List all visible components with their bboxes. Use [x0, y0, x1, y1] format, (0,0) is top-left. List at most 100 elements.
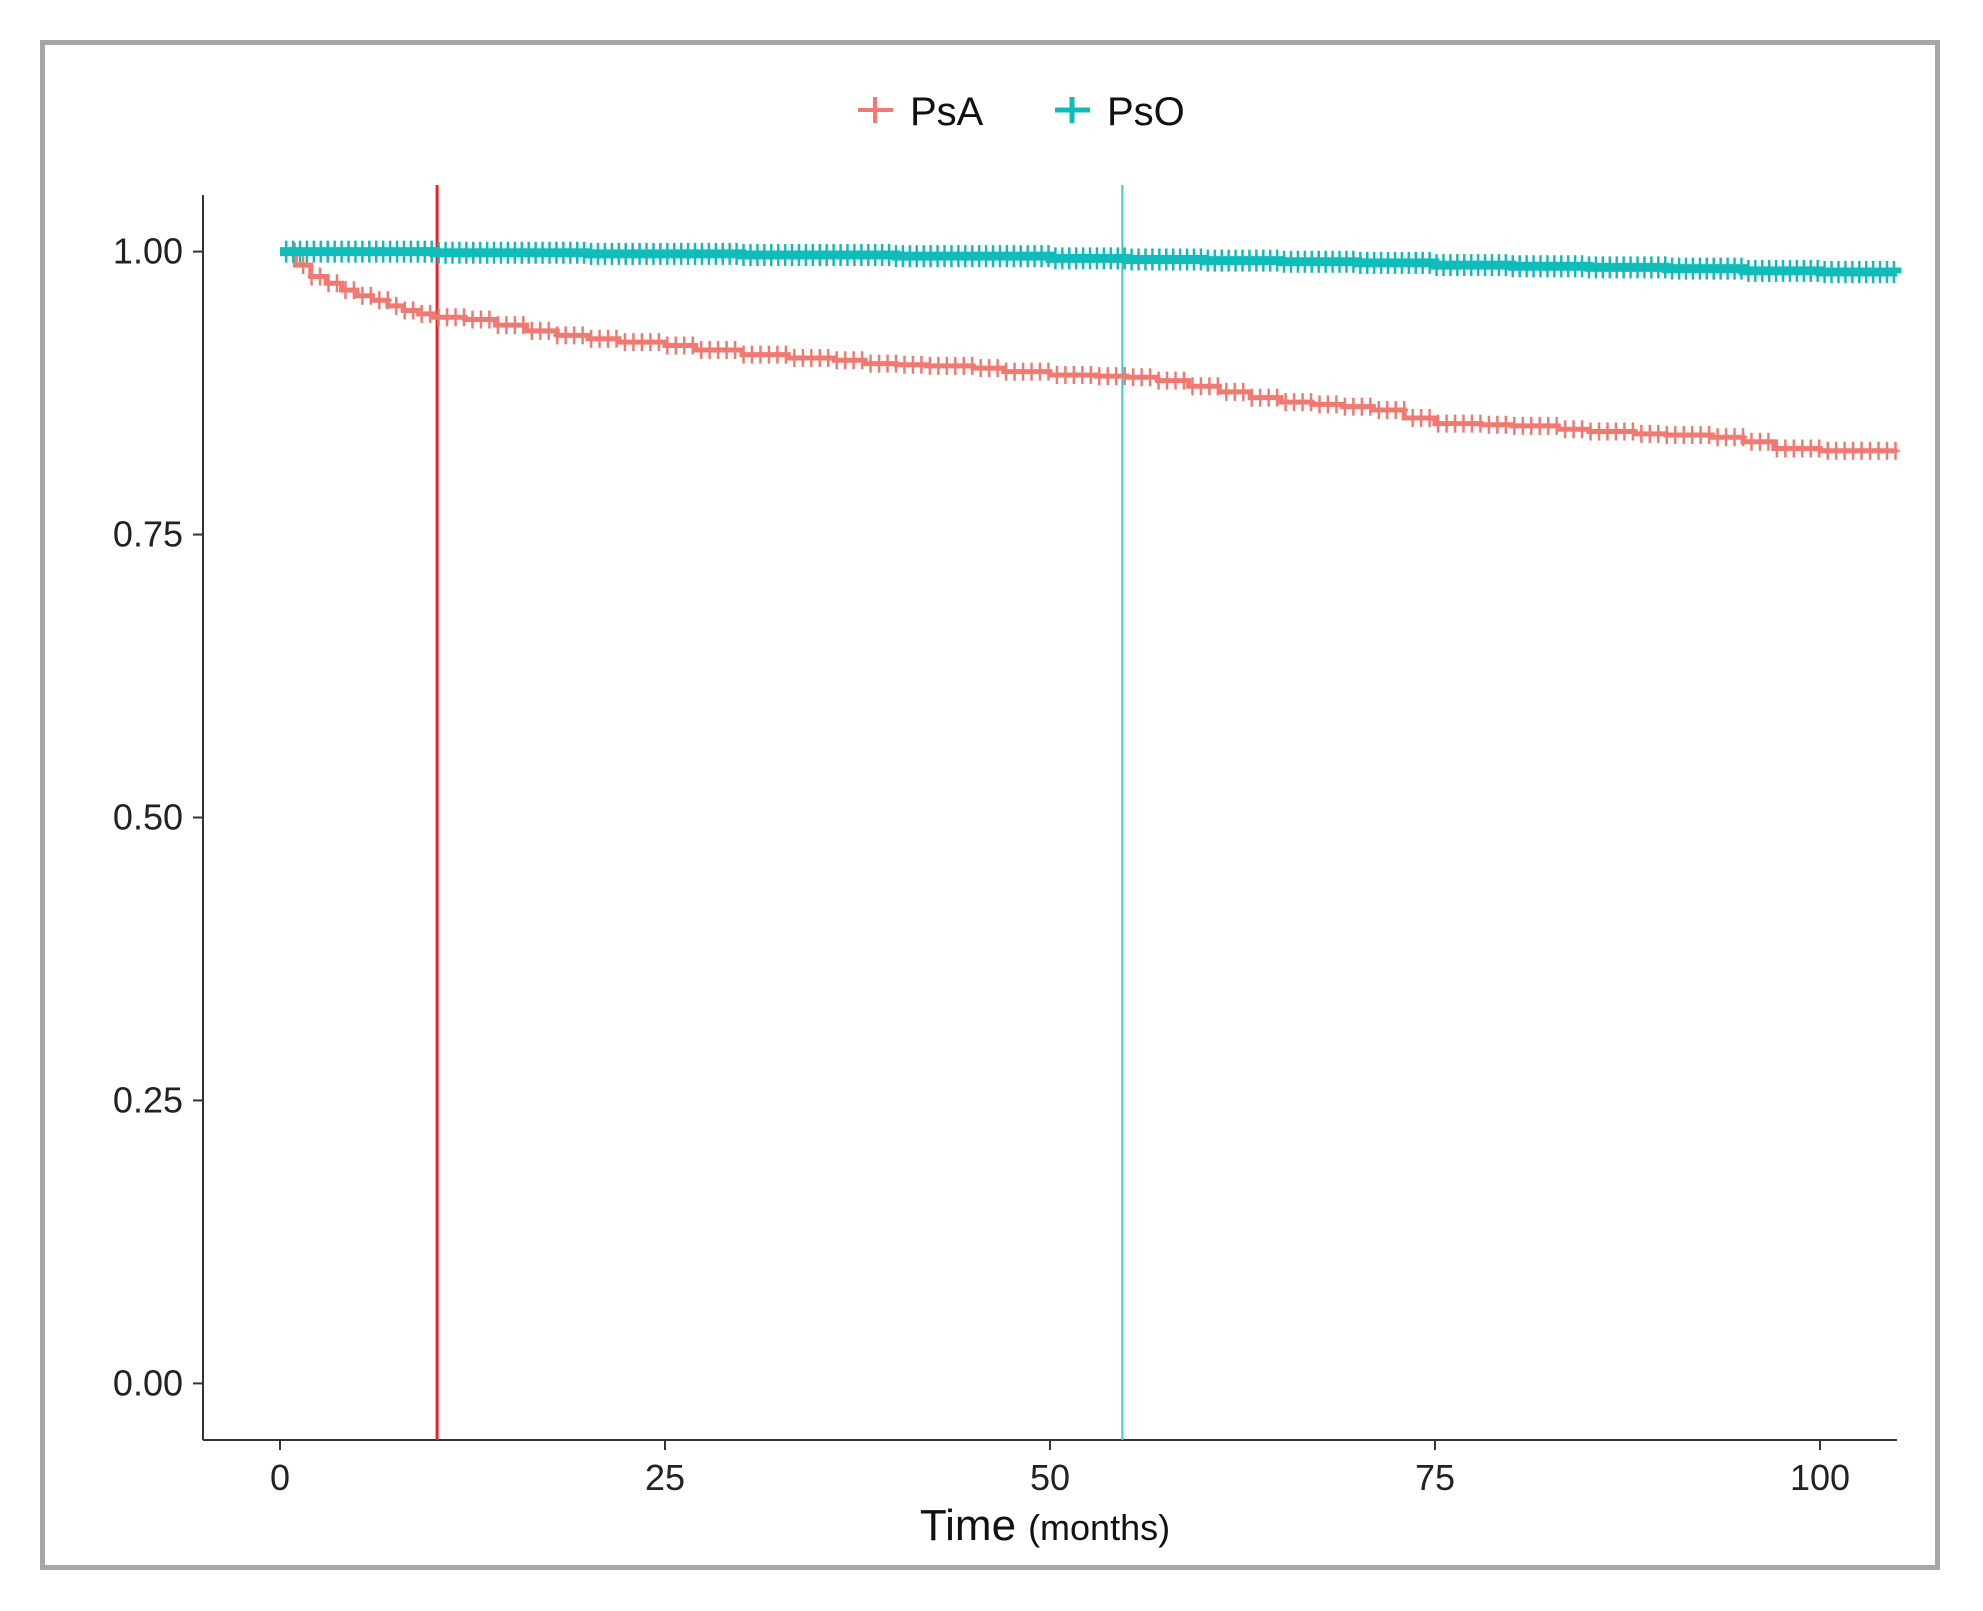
censor-mark-pso: [413, 240, 422, 263]
censor-mark-pso: [656, 242, 665, 265]
censor-mark-pso: [1245, 249, 1254, 272]
censor-mark-pso: [975, 245, 984, 268]
censor-mark-pso: [531, 241, 540, 264]
censor-mark-psa: [1010, 362, 1019, 381]
censor-mark-pso: [843, 243, 852, 266]
censor-mark-psa: [858, 351, 867, 370]
censor-mark-psa: [688, 336, 697, 355]
censor-mark-pso: [718, 242, 727, 265]
censor-mark-pso: [663, 242, 672, 265]
censor-mark-pso: [1612, 256, 1621, 279]
censor-mark-psa: [1552, 416, 1561, 435]
censor-mark-psa: [807, 348, 816, 367]
censor-mark-pso: [1647, 256, 1656, 279]
censor-mark-pso: [1037, 245, 1046, 268]
censor-mark-psa: [1451, 414, 1460, 433]
censor-mark-psa: [1019, 362, 1028, 381]
censor-mark-psa: [1332, 395, 1341, 414]
censor-mark-pso: [337, 240, 346, 263]
censor-mark-pso: [1321, 250, 1330, 273]
censor-mark-pso: [559, 241, 568, 264]
censor-mark-pso: [1591, 256, 1600, 279]
censor-mark-pso: [1758, 259, 1767, 282]
censor-mark-pso: [379, 240, 388, 263]
censor-mark-pso: [815, 243, 824, 266]
censor-mark-pso: [753, 243, 762, 266]
censor-marks-psa: [282, 242, 1900, 460]
censor-mark-psa: [1645, 424, 1654, 443]
censor-mark-pso: [1772, 259, 1781, 282]
censor-mark-psa: [1722, 428, 1731, 447]
censor-mark-pso: [1529, 255, 1538, 278]
censor-mark-pso: [580, 241, 589, 264]
survival-curve-psa: [280, 249, 1897, 454]
censor-mark-psa: [1239, 382, 1248, 401]
censor-mark-psa: [1679, 425, 1688, 444]
censor-mark-pso: [1709, 257, 1718, 280]
censor-mark-psa: [578, 326, 587, 345]
censor-mark-psa: [1806, 439, 1815, 458]
censor-mark-psa: [604, 329, 613, 348]
censor-mark-pso: [1342, 250, 1351, 273]
censor-mark-psa: [646, 333, 655, 352]
censor-mark-pso: [621, 242, 630, 265]
censor-mark-psa: [409, 301, 418, 320]
censor-mark-pso: [1148, 248, 1157, 271]
censor-mark-pso: [1252, 249, 1261, 272]
censor-mark-psa: [358, 286, 367, 305]
censor-mark-pso: [351, 240, 360, 263]
censor-mark-pso: [878, 243, 887, 266]
censor-mark-pso: [524, 241, 533, 264]
censor-mark-pso: [448, 241, 457, 264]
censor-mark-psa: [1611, 422, 1620, 441]
censor-mark-psa: [714, 341, 723, 360]
censor-mark-psa: [1891, 441, 1900, 460]
censor-mark-psa: [1417, 408, 1426, 427]
censor-mark-psa: [1857, 441, 1866, 460]
censor-mark-pso: [905, 245, 914, 268]
censor-mark-psa: [1315, 395, 1324, 414]
censor-mark-pso: [462, 241, 471, 264]
censor-mark-psa: [663, 336, 672, 355]
censor-mark-pso: [1120, 247, 1129, 270]
censor-mark-psa: [680, 336, 689, 355]
censor-mark-pso: [1439, 254, 1448, 277]
censor-mark-psa: [815, 348, 824, 367]
legend-psa-label: PsA: [910, 90, 984, 134]
censor-mark-psa: [1815, 439, 1824, 458]
censor-mark-pso: [1169, 248, 1178, 271]
censor-mark-pso: [1460, 254, 1469, 277]
censor-mark-psa: [908, 355, 917, 374]
censor-mark-psa: [1840, 441, 1849, 460]
censor-mark-psa: [443, 308, 452, 327]
censor-mark-psa: [722, 341, 731, 360]
censor-mark-pso: [1543, 255, 1552, 278]
censor-mark-psa: [1789, 439, 1798, 458]
censor-mark-pso: [1363, 251, 1372, 274]
censor-mark-psa: [1747, 432, 1756, 451]
censor-mark-pso: [302, 240, 311, 263]
censor-mark-pso: [1266, 249, 1275, 272]
censor-mark-pso: [732, 242, 741, 265]
censor-mark-pso: [1841, 260, 1850, 283]
censor-mark-psa: [1434, 414, 1443, 433]
censor-mark-pso: [1876, 260, 1885, 283]
censor-mark-pso: [1716, 257, 1725, 280]
censor-mark-pso: [1661, 256, 1670, 279]
censor-mark-psa: [1637, 424, 1646, 443]
censor-mark-pso: [1654, 256, 1663, 279]
censor-mark-pso: [1335, 250, 1344, 273]
censor-mark-psa: [332, 274, 341, 293]
censor-mark-pso: [1425, 251, 1434, 274]
censor-mark-pso: [1079, 247, 1088, 270]
x-tick-label: 25: [645, 1457, 685, 1498]
x-ticks: 0 25 50 75 100: [270, 1440, 1850, 1498]
censor-mark-psa: [1772, 439, 1781, 458]
censor-mark-psa: [544, 321, 553, 340]
censor-mark-pso: [1675, 257, 1684, 280]
censor-mark-psa: [798, 348, 807, 367]
censor-mark-psa: [1662, 425, 1671, 444]
censor-mark-psa: [1781, 439, 1790, 458]
censor-mark-pso: [1141, 248, 1150, 271]
censor-mark-pso: [781, 243, 790, 266]
